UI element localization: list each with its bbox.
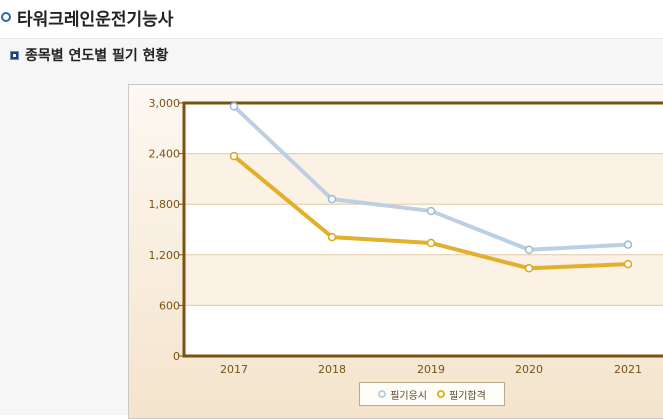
y-tick-label: 1,800 (149, 198, 181, 211)
legend-label-applicants: 필기응시 (390, 390, 427, 402)
page-title: 타워크레인운전기능사 (17, 9, 174, 30)
plot-frame (182, 101, 663, 358)
data-point-passers (426, 238, 436, 248)
legend-item-applicants: 필기응시 (378, 387, 427, 402)
data-point-applicants (623, 240, 633, 249)
section-bullet-icon (10, 50, 19, 60)
data-point-applicants (524, 245, 534, 254)
data-point-applicants (327, 194, 337, 204)
data-point-passers (229, 151, 239, 161)
title-bullet-icon (1, 12, 11, 22)
data-point-passers (623, 259, 633, 269)
plot-band (184, 153, 663, 205)
y-tick-label: 3,000 (149, 97, 181, 110)
y-tick-label: 0 (173, 350, 180, 363)
legend-marker-passers-icon (437, 390, 445, 398)
plot-band (184, 103, 663, 154)
plot-band (184, 305, 663, 356)
y-tick-label: 600 (159, 299, 180, 312)
data-point-passers (327, 232, 337, 242)
x-tick-label: 2020 (515, 363, 543, 376)
legend-marker-applicants-icon (378, 390, 387, 398)
x-tick-label: 2019 (417, 363, 445, 376)
x-tick-label: 2017 (220, 363, 248, 376)
section-header: 종목별 연도별 필기 현황 (10, 44, 168, 66)
data-point-applicants (229, 102, 239, 111)
y-tick-label: 2,400 (149, 148, 181, 161)
x-tick-label: 2021 (614, 363, 642, 376)
chart-legend: 필기응시 필기합격 (359, 382, 505, 406)
legend-item-passers: 필기합격 (437, 387, 486, 402)
section-title: 종목별 연도별 필기 현황 (25, 48, 169, 64)
data-point-passers (524, 264, 534, 273)
data-point-applicants (426, 206, 436, 216)
plot-band (184, 254, 663, 306)
x-tick-label: 2018 (318, 363, 346, 376)
y-tick-label: 1,200 (149, 249, 181, 262)
page-header: 타워크레인운전기능사 (0, 0, 663, 34)
legend-label-passers: 필기합격 (449, 390, 486, 402)
header-divider (0, 38, 663, 39)
